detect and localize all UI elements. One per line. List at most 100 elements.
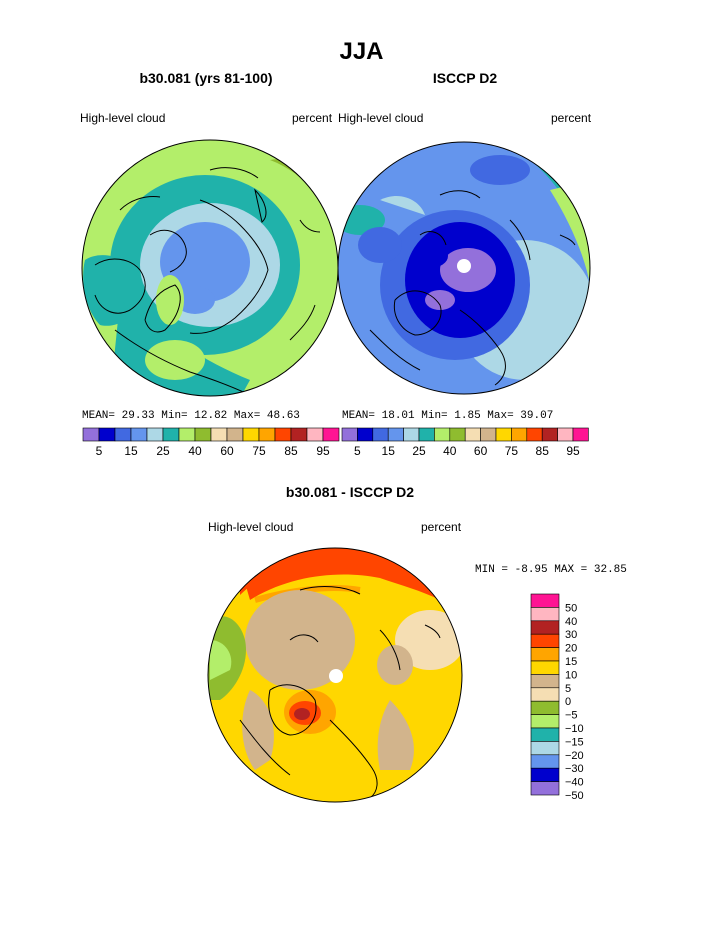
colorbar-swatch: [530, 741, 560, 756]
colorbar-swatch: [357, 427, 374, 442]
colorbar-tick-label: 0: [565, 696, 571, 708]
colorbar-tick-label: 40: [443, 444, 457, 458]
colorbar-swatch: [341, 427, 358, 442]
stats-diff: MIN = -8.95 MAX = 32.85: [475, 564, 627, 576]
colorbar-swatch: [530, 714, 560, 729]
stat-mean-label: MEAN=: [82, 410, 116, 422]
colorbar-tick-label: 5: [565, 683, 571, 695]
colorbar-tick-label: 10: [565, 669, 577, 681]
colorbar-obs: 5 15 25 40 60 75 85 95: [341, 427, 589, 458]
colorbar-tick-label: 60: [474, 444, 488, 458]
colorbar-tick-label: −5: [565, 710, 578, 722]
colorbar-swatch: [530, 620, 560, 635]
colorbar-swatch: [530, 754, 560, 769]
colorbar-tick-label: 20: [565, 643, 577, 655]
colorbar-tick-label: 60: [220, 444, 234, 458]
colorbar-swatch: [178, 427, 196, 442]
colorbar-tick-label: 95: [566, 444, 580, 458]
stat-max-label: Max=: [233, 410, 261, 422]
colorbar-swatch: [322, 427, 340, 442]
stat-min-label: Min=: [161, 410, 188, 422]
colorbar-swatch: [530, 700, 560, 715]
colorbar-swatch: [130, 427, 148, 442]
colorbar-tick-label: −10: [565, 723, 584, 735]
colorbar-swatch: [98, 427, 116, 442]
colorbar-swatch: [449, 427, 466, 442]
colorbar-swatch: [274, 427, 292, 442]
main-title: JJA: [339, 38, 384, 65]
colorbar-swatch: [418, 427, 435, 442]
stat-max-value: 39.07: [520, 410, 554, 422]
colorbar-swatch: [530, 593, 560, 608]
colorbar-model: 5 15 25 40 60 75 85 95: [82, 427, 340, 458]
colorbar-swatch: [258, 427, 276, 442]
colorbar-tick-label: 5: [96, 444, 103, 458]
colorbar-tick-label: 85: [536, 444, 550, 458]
colorbar-tick-label: 30: [565, 629, 577, 641]
units-label-model: percent: [292, 111, 333, 125]
units-label-obs: percent: [551, 111, 592, 125]
colorbar-tick-label: −30: [565, 763, 584, 775]
coastlines: [369, 190, 576, 386]
colorbar-swatch: [403, 427, 420, 442]
colorbar-tick-label: −40: [565, 777, 584, 789]
stat-min-value: 12.82: [194, 410, 228, 422]
stat-max-value: 48.63: [266, 410, 300, 422]
colorbar-swatch: [530, 607, 560, 622]
colorbar-tick-label: 50: [565, 602, 577, 614]
colorbar-swatch: [82, 427, 100, 442]
colorbar-tick-label: −15: [565, 736, 584, 748]
colorbar-swatch: [572, 427, 589, 442]
colorbar-swatch: [495, 427, 512, 442]
coastlines: [239, 586, 441, 799]
colorbar-swatch: [242, 427, 260, 442]
colorbar-tick-label: 85: [284, 444, 298, 458]
stat-min-value: -8.95: [514, 564, 548, 576]
map-model: [82, 140, 338, 396]
stats-obs: MEAN= 18.01 Min= 1.85 Max= 39.07: [342, 410, 553, 422]
colorbar-tick-label: 95: [316, 444, 330, 458]
colorbar-swatch: [541, 427, 558, 442]
units-label-diff: percent: [421, 520, 462, 534]
colorbar-swatch: [530, 633, 560, 648]
panel-title-obs: ISCCP D2: [432, 70, 498, 86]
coastlines: [94, 167, 321, 396]
map-diff: [208, 548, 462, 802]
panel-title-diff: b30.081 - ISCCP D2: [285, 484, 415, 500]
colorbar-tick-label: 15: [382, 444, 396, 458]
colorbar-tick-label: 75: [505, 444, 519, 458]
colorbar-swatch: [210, 427, 228, 442]
colorbar-swatch: [530, 687, 560, 702]
colorbar-swatch: [557, 427, 574, 442]
variable-label-model: High-level cloud: [80, 111, 166, 125]
colorbar-swatch: [226, 427, 244, 442]
stat-min-label: MIN =: [475, 564, 509, 576]
stat-min-value: 1.85: [454, 410, 481, 422]
colorbar-tick-label: −20: [565, 750, 584, 762]
colorbar-swatch: [464, 427, 481, 442]
colorbar-swatch: [146, 427, 164, 442]
stat-mean-label: MEAN=: [342, 410, 376, 422]
colorbar-swatch: [434, 427, 451, 442]
colorbar-tick-label: 15: [565, 656, 577, 668]
colorbar-swatch: [290, 427, 308, 442]
colorbar-tick-label: 75: [252, 444, 266, 458]
stat-min-label: Min=: [421, 410, 448, 422]
colorbar-tick-label: 40: [188, 444, 202, 458]
colorbar-tick-label: 25: [412, 444, 426, 458]
stat-mean-value: 18.01: [381, 410, 415, 422]
colorbar-swatch: [372, 427, 389, 442]
colorbar-tick-label: 5: [354, 444, 361, 458]
colorbar-swatch: [530, 660, 560, 675]
colorbar-swatch: [530, 781, 560, 796]
colorbar-swatch: [480, 427, 497, 442]
colorbar-swatch: [194, 427, 212, 442]
stat-max-label: Max=: [487, 410, 514, 422]
colorbar-swatch: [306, 427, 324, 442]
variable-label-diff: High-level cloud: [208, 520, 294, 534]
colorbar-swatch: [530, 674, 560, 689]
variable-label-obs: High-level cloud: [338, 111, 424, 125]
colorbar-swatch: [530, 767, 560, 782]
colorbar-swatch: [162, 427, 180, 442]
